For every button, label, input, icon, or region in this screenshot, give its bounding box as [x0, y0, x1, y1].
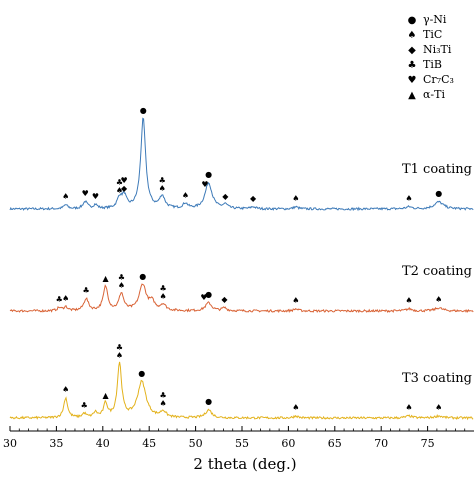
- legend-symbol: ♥: [408, 75, 417, 86]
- peak-marker: ♠: [182, 191, 189, 200]
- peak-marker: ♣: [160, 391, 167, 400]
- peak-marker: ♥: [200, 293, 207, 302]
- peak-marker: ♣: [81, 401, 88, 410]
- peak-marker: ♠: [292, 403, 299, 412]
- peak-marker: ♥: [82, 189, 89, 198]
- x-tick-label: 45: [142, 437, 156, 450]
- peak-marker: ♥: [201, 180, 208, 189]
- peak-marker: ♠: [62, 294, 69, 303]
- peak-marker: ♠: [160, 399, 167, 408]
- legend-label: Ni₃Ti: [423, 43, 452, 56]
- peak-marker: ●: [205, 170, 212, 179]
- legend-symbol: ◆: [408, 45, 416, 56]
- peak-marker: ♣: [118, 273, 125, 282]
- peak-marker: ♠: [116, 351, 123, 360]
- legend-label: γ-Ni: [423, 13, 447, 26]
- peak-marker: ●: [139, 272, 146, 281]
- x-tick-label: 30: [3, 437, 17, 450]
- peak-marker: ◆: [250, 194, 257, 203]
- series-line-1: [9, 117, 474, 212]
- x-axis-label: 2 theta (deg.): [193, 455, 296, 473]
- legend: ● γ-Ni ♠ TiC ◆ Ni₃Ti ♣ TiB ♥ Cr₇C₃ ▲ α-Ti: [408, 13, 454, 101]
- peak-marker: ♣: [56, 295, 63, 304]
- peak-marker: ◆: [221, 295, 228, 304]
- peak-marker: ♠: [435, 403, 442, 412]
- peak-marker: ♣: [159, 176, 166, 185]
- peak-marker: ♠: [160, 292, 167, 301]
- peak-marker: ♠: [62, 192, 69, 201]
- legend-label: TiC: [423, 28, 442, 41]
- peak-marker: ●: [435, 189, 442, 198]
- series-label-1: T1 coating: [402, 162, 472, 177]
- peak-marker: ♠: [159, 184, 166, 193]
- x-tick-label: 60: [281, 437, 295, 450]
- x-tick-label: 35: [49, 437, 63, 450]
- series-label-2: T2 coating: [402, 264, 472, 279]
- peak-marker: ♠: [292, 194, 299, 203]
- peak-marker: ♠: [118, 281, 125, 290]
- x-tick-label: 70: [374, 437, 388, 450]
- peak-marker: ▲: [103, 274, 110, 283]
- peak-marker: ●: [140, 106, 147, 115]
- x-tick-label: 75: [421, 437, 435, 450]
- peak-marker: ♠: [405, 296, 412, 305]
- x-tick-label: 40: [96, 437, 110, 450]
- legend-symbol: ♠: [408, 30, 417, 41]
- plot-area: [10, 0, 474, 432]
- peak-marker: ●: [205, 397, 212, 406]
- legend-symbol: ♣: [408, 60, 417, 71]
- series-line-3: [9, 361, 474, 421]
- peak-marker: ♣: [116, 178, 123, 187]
- peak-marker: ◆: [222, 192, 229, 201]
- peak-marker: ♠: [405, 194, 412, 203]
- legend-symbol: ●: [408, 15, 417, 26]
- x-tick-label: 50: [189, 437, 203, 450]
- peak-marker: ▲: [103, 391, 110, 400]
- peak-marker: ●: [138, 369, 145, 378]
- legend-symbol: ▲: [408, 90, 416, 101]
- peak-marker: ♠: [292, 296, 299, 305]
- marker-layer: ♠ ♥ ♥♣♠♥◆●♣♠♠♥●◆ ◆ ♠ ♠●♣ ♠♣▲ ♣♠●♣♠ ♥●◆ ♠ ♠ ♠♠♣▲♣♠●♣…: [56, 106, 443, 412]
- peak-marker: ♥: [92, 192, 99, 201]
- legend-label: α-Ti: [423, 88, 445, 101]
- x-tick-label: 55: [235, 437, 249, 450]
- series-label-3: T3 coating: [402, 371, 472, 386]
- peak-marker: ♠: [116, 186, 123, 195]
- x-axis: 30 35 40 45 50 55 60 65 70 75: [3, 426, 474, 450]
- peak-marker: ♠: [62, 385, 69, 394]
- x-tick-label: 65: [328, 437, 342, 450]
- series-line-2: [9, 283, 474, 314]
- peak-marker: ♣: [116, 343, 123, 352]
- peak-marker: ♥: [121, 176, 128, 185]
- peak-marker: ●: [205, 290, 212, 299]
- peak-marker: ♣: [83, 286, 90, 295]
- legend-label: Cr₇C₃: [423, 73, 454, 86]
- legend-label: TiB: [423, 58, 442, 71]
- peak-marker: ◆: [121, 184, 128, 193]
- peak-marker: ♠: [435, 295, 442, 304]
- peak-marker: ♣: [160, 284, 167, 293]
- peak-marker: ♠: [405, 403, 412, 412]
- series-layer: T1 coating T2 coating T3 coating: [9, 117, 474, 421]
